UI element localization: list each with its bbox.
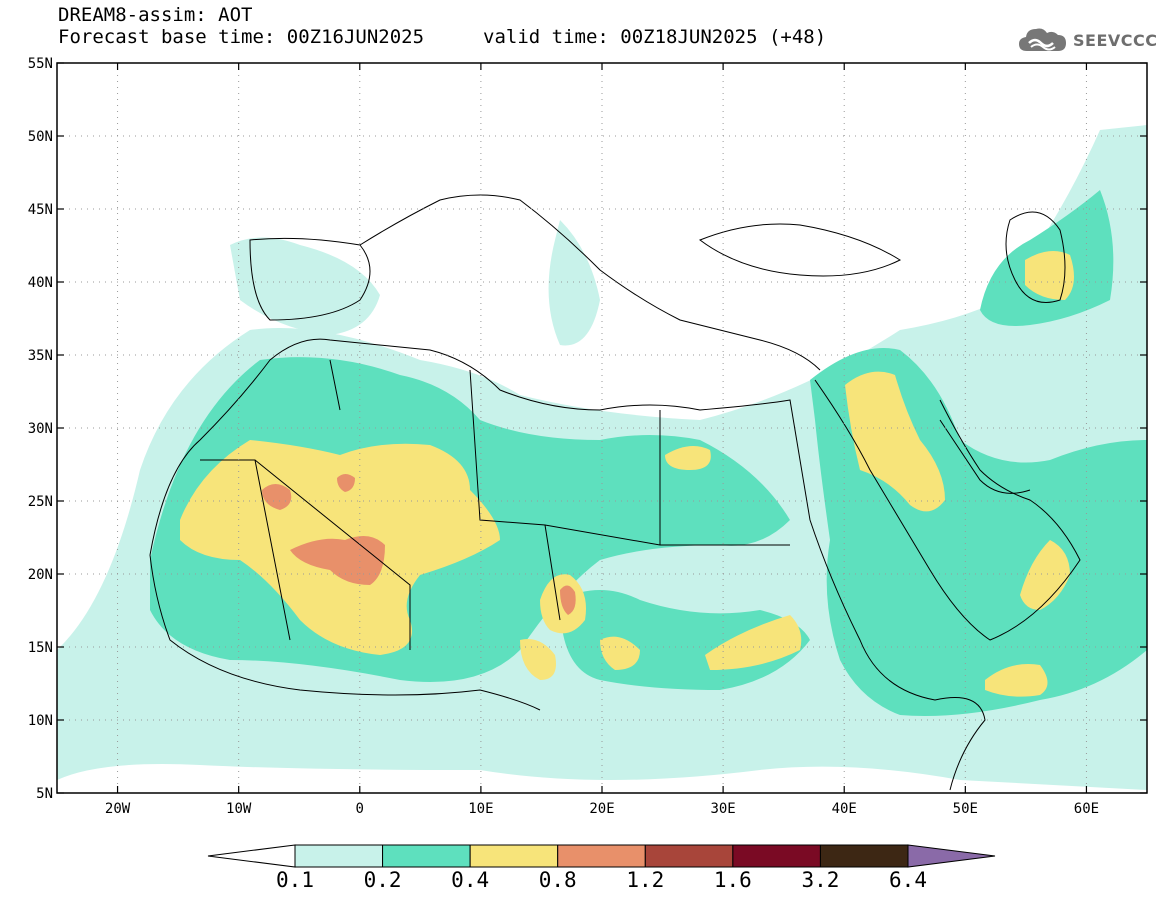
aot-band-0.4 [600,636,640,670]
aot-band-0.8 [262,484,292,510]
lat-tick-label: 40N [28,275,53,291]
lon-tick-label: 30E [710,801,735,817]
aot-band-0.8 [337,474,355,492]
coast-arabia [814,379,1081,641]
aot-band-0.8 [560,585,576,615]
lat-tick-label: 50N [28,129,53,145]
lon-tick-label: 0 [356,801,364,817]
coast-west-africa [149,554,541,711]
aot-band-0.4 [845,371,945,512]
coast-black-sea [698,223,902,277]
colorbar-under-triangle [207,844,296,868]
aot-band-0.4 [1025,251,1074,300]
coastlines [149,194,1081,791]
colorbar: 0.1 0.2 0.4 0.8 1.2 1.6 3.2 6.4 [207,844,996,892]
lat-tick-label: 5N [36,786,53,802]
colorbar-segment [732,844,821,868]
colorbar-segment [294,844,384,868]
colorbar-label: 0.8 [539,868,577,892]
colorbar-segment [382,844,471,868]
colorbar-segment [819,844,909,868]
coast-europe [359,194,821,371]
colorbar-label: 1.6 [714,868,752,892]
aot-band-0.1 [230,237,380,335]
aot-band-0.4 [665,446,711,470]
aot-band-0.4 [985,664,1048,697]
lon-tick-label: 60E [1074,801,1099,817]
colorbar-segment [557,844,646,868]
logo-text: SEEVCCC [1073,30,1158,50]
axis-ticks: 55N 50N 45N 40N 35N 30N 25N 20N 15N 10N 5N 20W 10W 0 1… [28,56,1147,817]
colorbar-label: 6.4 [889,868,927,892]
lon-tick-label: 50E [953,801,978,817]
lat-tick-label: 15N [28,640,53,656]
lat-tick-label: 35N [28,348,53,364]
lon-tick-label: 10W [226,801,252,817]
forecast-base-time: Forecast base time: 00Z16JUN2025 [58,26,425,48]
colorbar-label: 0.1 [276,868,314,892]
aot-band-0.4 [1020,540,1070,610]
lat-tick-label: 25N [28,494,53,510]
colorbar-segment [644,844,734,868]
colorbar-over-triangle [907,844,996,868]
coast-africa [149,338,986,791]
seevccc-logo: SEEVCCC [1017,24,1158,56]
colorbar-label: 3.2 [801,868,839,892]
lat-tick-label: 20N [28,567,53,583]
lat-tick-label: 45N [28,202,53,218]
lon-tick-label: 20E [589,801,614,817]
lat-tick-label: 55N [28,56,53,72]
aot-band-0.1 [548,220,600,346]
map-area [57,63,1147,793]
cloud-icon [1019,28,1066,51]
colorbar-label: 0.2 [364,868,402,892]
aot-band-0.4 [705,615,802,670]
coast-iberia [249,237,371,321]
map-header: DREAM8-assim: AOT Forecast base time: 00… [58,4,826,48]
coast-persian-gulf [939,419,1031,494]
lon-tick-label: 10E [468,801,493,817]
aot-band-0.4 [520,639,556,680]
border-lines [200,359,790,650]
lon-tick-label: 40E [832,801,857,817]
colorbar-label: 1.2 [626,868,664,892]
lon-tick-label: 20W [105,801,131,817]
aot-field [57,125,1147,790]
map-title: DREAM8-assim: AOT [58,4,253,26]
colorbar-label: 0.4 [451,868,489,892]
lat-tick-label: 10N [28,713,53,729]
aot-band-0.8 [290,536,385,585]
colorbar-segment [469,844,559,868]
valid-time: valid time: 00Z18JUN2025 (+48) [483,26,827,48]
lat-tick-label: 30N [28,421,53,437]
coast-caspian [1005,211,1066,303]
